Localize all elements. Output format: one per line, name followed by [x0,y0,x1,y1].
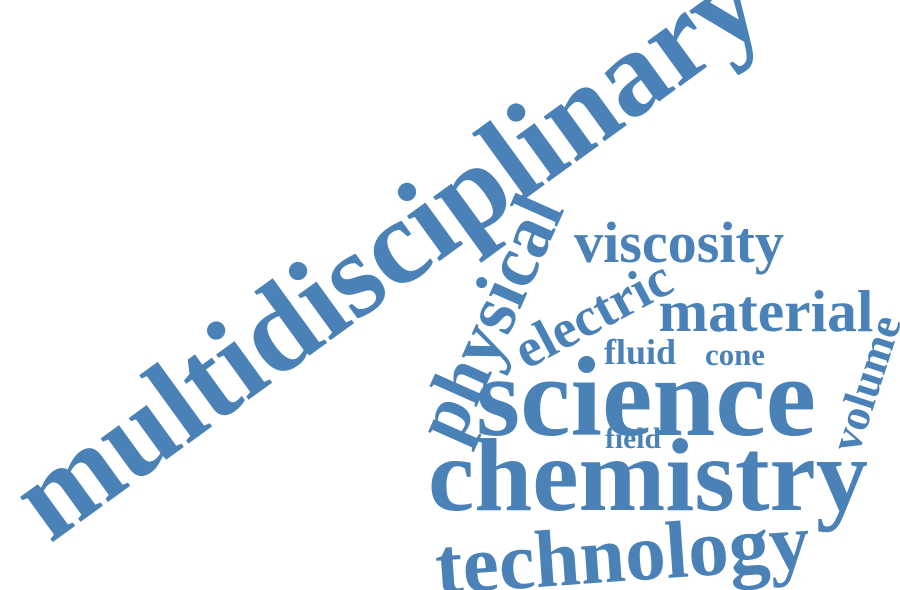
word-cone: cone [705,336,765,372]
word-chemistry: chemistry [428,417,868,533]
word-viscosity: viscosity [574,210,784,275]
word-science: science [476,333,816,460]
word-fluid: fluid [604,332,676,372]
word-field: field [605,423,661,455]
word-material: material [658,278,874,344]
